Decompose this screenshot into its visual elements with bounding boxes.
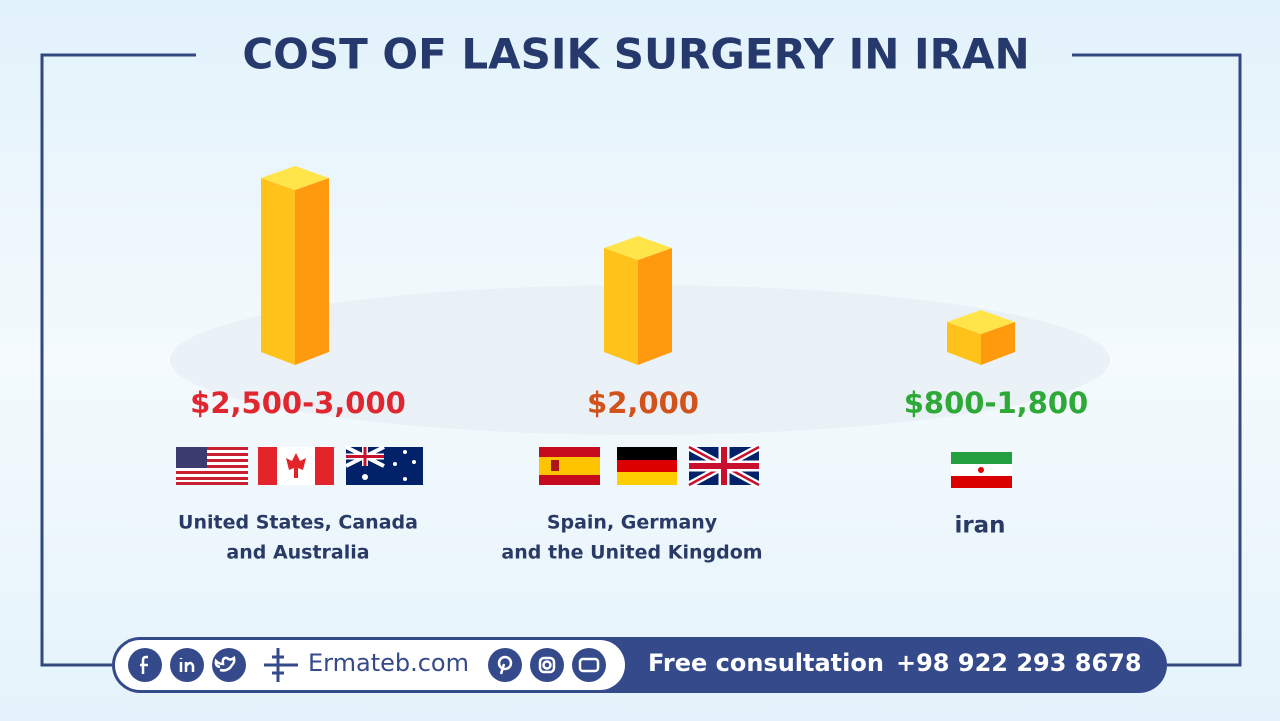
country-label: Spain, Germany	[547, 512, 718, 534]
price: $2,000	[587, 386, 699, 420]
bar-prism	[261, 166, 329, 365]
logo	[264, 648, 298, 682]
bar-prism	[947, 310, 1015, 365]
consultation: Free consultation	[648, 649, 884, 677]
flag-us	[176, 447, 248, 485]
title: COST OF LASIK SURGERY IN IRAN	[242, 30, 1029, 79]
price: $800-1,800	[904, 386, 1088, 420]
country-label: and Australia	[226, 542, 369, 564]
flag-iran	[951, 452, 1012, 488]
frame	[40, 53, 1242, 667]
country-label: United States, Canada	[178, 512, 418, 534]
flag-uk	[687, 443, 761, 489]
country-label: iran	[954, 513, 1005, 539]
site: Ermateb.com	[308, 649, 469, 677]
flag-spain	[539, 447, 600, 485]
price: $2,500-3,000	[190, 386, 406, 420]
flag-canada	[258, 447, 334, 485]
icon-glyphs	[140, 655, 600, 675]
country-label: and the United Kingdom	[501, 542, 762, 564]
flag-australia	[345, 445, 423, 485]
phone: +98 922 293 8678	[896, 649, 1142, 677]
flag-germany	[617, 447, 677, 485]
bar-prism	[604, 236, 672, 365]
